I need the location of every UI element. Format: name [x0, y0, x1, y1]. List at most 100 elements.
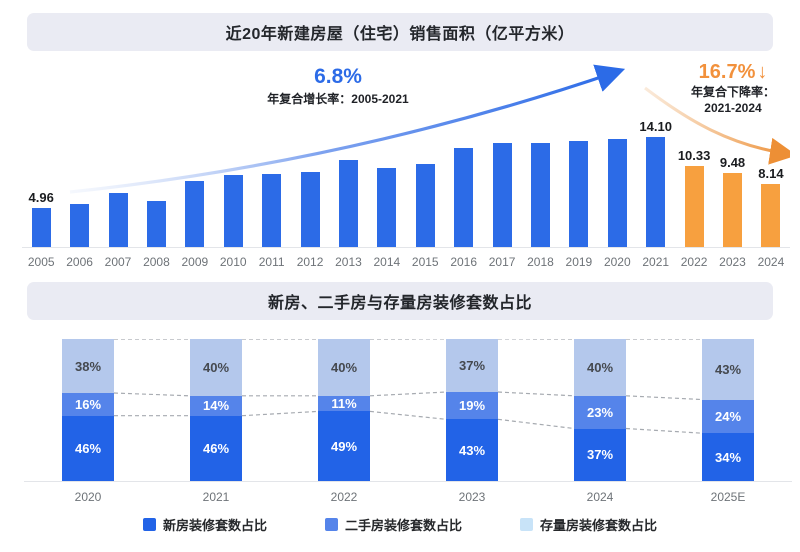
x-axis-label-2005: 2005 [27, 255, 55, 269]
stack-column-2023: 37% 19% 43% [408, 338, 536, 481]
stacked-bar-2023: 37% 19% 43% [446, 338, 498, 481]
decline-period-range: 2021-2024 [704, 101, 762, 116]
growth-rate: 6.8% [314, 65, 362, 88]
bar-2009 [185, 180, 205, 247]
bar-2012 [300, 172, 320, 247]
stacked-bar-2020: 38% 16% 46% [62, 339, 114, 481]
x-axis-label-2006: 2006 [66, 255, 93, 269]
bar-column-2011 [252, 173, 290, 247]
sales-x-axis: 2005 2006 2007 2008 2009 2010 2011 2012 2013 2014… [22, 248, 790, 269]
legend: 新房装修套数占比 二手房装修套数占比 存量房装修套数占比 [0, 515, 800, 534]
segment-secondhand-2022: 11% [318, 395, 370, 412]
segment-secondhand-2020: 16% [62, 393, 114, 416]
stack-column-2024: 40% 23% 37% [536, 339, 664, 481]
decline-period-label: 年复合下降率： [690, 85, 775, 99]
x-axis-label-2020: 2020 [603, 255, 631, 269]
bar-column-2016 [444, 147, 482, 247]
bar-2022 [684, 166, 704, 247]
x-axis-label-2015: 2015 [411, 255, 439, 269]
stack-column-2021: 40% 14% 46% [152, 339, 280, 481]
x-axis-label-2019: 2019 [565, 255, 593, 269]
bar-column-2014 [368, 168, 406, 247]
stacked-bar-2024: 40% 23% 37% [574, 339, 626, 481]
x-axis-label-2007: 2007 [104, 255, 132, 269]
bar-2016 [454, 147, 474, 247]
stacked-bar-2021: 40% 14% 46% [190, 339, 242, 481]
x-axis-label-2022: 2022 [680, 255, 708, 269]
bar-column-2012 [291, 172, 329, 247]
x-axis-label-2009: 2009 [181, 255, 209, 269]
bar-column-2008 [137, 201, 175, 247]
stacked-bar-2022: 40% 11% 49% [318, 339, 370, 481]
renovation-x-axis: 2020 2021 2022 2023 2024 2025E [24, 482, 792, 504]
x-axis-label-2010: 2010 [219, 255, 247, 269]
bar-column-2022: 10.33 [675, 148, 713, 247]
x-axis-label-2013: 2013 [335, 255, 362, 269]
segment-secondhand-2025E: 24% [702, 399, 754, 434]
bar-column-2015 [406, 163, 444, 247]
bar-2021 [646, 137, 666, 247]
segment-stock-2025E: 43% [702, 339, 754, 400]
stacked-bars-plot: 38% 16% 46% 40% 14% 46% 40% 11% 49% 37% 19% 43% 40% 2… [24, 338, 792, 482]
x-axis-label-2018: 2018 [527, 255, 554, 269]
segment-stock-2021: 40% [190, 339, 242, 396]
legend-swatch-secondhand-icon [324, 518, 338, 531]
bar-column-2009 [176, 180, 214, 247]
bar-column-2006 [60, 204, 98, 247]
bar-2019 [569, 140, 589, 247]
bar-value-label-2022: 10.33 [677, 148, 711, 164]
legend-item-new: 新房装修套数占比 [142, 515, 267, 534]
stacked-bar-2025E: 43% 24% 34% [702, 339, 754, 481]
stack-column-2022: 40% 11% 49% [280, 339, 408, 481]
segment-new-2025E: 34% [702, 433, 754, 481]
legend-label-new: 新房装修套数占比 [162, 518, 267, 533]
x-axis-label-2012: 2012 [296, 255, 324, 269]
bar-value-label-2021: 14.10 [639, 119, 672, 134]
bar-2014 [377, 168, 397, 247]
bar-column-2020 [598, 138, 636, 247]
bar-column-2024: 8.14 [752, 166, 790, 247]
bar-value-label-2005: 4.96 [28, 190, 54, 206]
bar-2008 [146, 201, 166, 247]
segment-secondhand-2024: 23% [574, 395, 626, 429]
bottom-chart-title: 新房、二手房与存量房装修套数占比 [27, 282, 773, 320]
bar-2005 [31, 208, 51, 247]
stack-column-2025E: 43% 24% 34% [664, 339, 792, 481]
x-axis-label-2022: 2022 [330, 490, 358, 504]
bar-2011 [262, 173, 282, 247]
x-axis-label-2021: 2021 [202, 490, 230, 504]
legend-item-secondhand: 二手房装修套数占比 [324, 515, 462, 534]
segment-stock-2023: 37% [446, 338, 498, 393]
bar-2017 [492, 143, 512, 247]
bar-column-2019 [560, 140, 598, 247]
segment-new-2022: 49% [318, 411, 370, 481]
decline-rate-value: 16.7% [698, 61, 756, 83]
bar-value-label-2023: 9.48 [719, 155, 746, 171]
segment-secondhand-2023: 19% [446, 392, 498, 420]
x-axis-label-2014: 2014 [373, 255, 401, 269]
bar-2006 [70, 204, 90, 247]
bar-column-2007 [99, 193, 137, 247]
segment-stock-2022: 40% [318, 339, 370, 396]
x-axis-label-2011: 2011 [258, 255, 285, 269]
x-axis-label-2023: 2023 [458, 490, 486, 504]
bar-column-2021: 14.10 [637, 119, 675, 247]
renovation-share-section: 新房、二手房与存量房装修套数占比 38% 16% 46% 40% 14% 46% 40% 11… [0, 282, 800, 534]
legend-swatch-new-icon [142, 518, 156, 531]
x-axis-label-2016: 2016 [450, 255, 478, 269]
x-axis-label-2020: 2020 [74, 490, 102, 504]
bar-2023 [723, 173, 743, 247]
segment-new-2020: 46% [62, 415, 114, 481]
bar-column-2018 [521, 142, 559, 247]
bar-2007 [108, 193, 128, 247]
bar-2024 [761, 183, 781, 247]
bar-column-2005: 4.96 [22, 190, 60, 247]
segment-new-2023: 43% [446, 419, 498, 481]
bar-column-2017 [483, 143, 521, 247]
segment-stock-2020: 38% [62, 339, 114, 394]
top-chart-title: 近20年新建房屋（住宅）销售面积（亿平方米） [27, 13, 773, 51]
x-axis-label-2021: 2021 [642, 255, 670, 269]
bar-2018 [530, 142, 550, 247]
bar-2013 [338, 160, 358, 247]
